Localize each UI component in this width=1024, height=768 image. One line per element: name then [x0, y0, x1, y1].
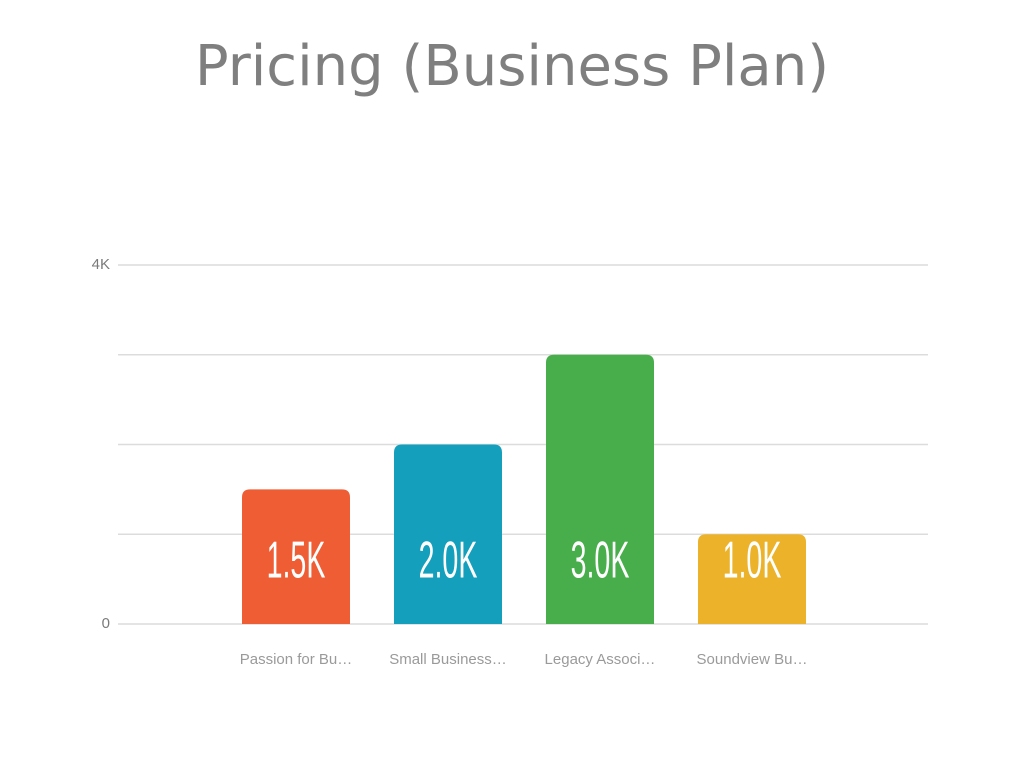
- bar: [242, 489, 350, 624]
- value-label: 1.5K: [267, 531, 326, 589]
- bar: [698, 534, 806, 624]
- chart-title: Pricing (Business Plan): [195, 34, 829, 99]
- x-tick-label: Passion for Bu…: [240, 651, 353, 668]
- x-tick-label: Soundview Bu…: [697, 651, 808, 668]
- y-tick-label: 4K: [92, 256, 110, 273]
- bar: [394, 444, 502, 624]
- x-tick-label: Legacy Associ…: [545, 651, 656, 668]
- x-tick-label: Small Business…: [389, 651, 507, 668]
- value-label: 2.0K: [419, 531, 478, 589]
- value-label: 3.0K: [571, 531, 630, 589]
- y-tick-label: 0: [102, 615, 110, 632]
- bar: [546, 354, 654, 624]
- value-label: 1.0K: [723, 531, 782, 589]
